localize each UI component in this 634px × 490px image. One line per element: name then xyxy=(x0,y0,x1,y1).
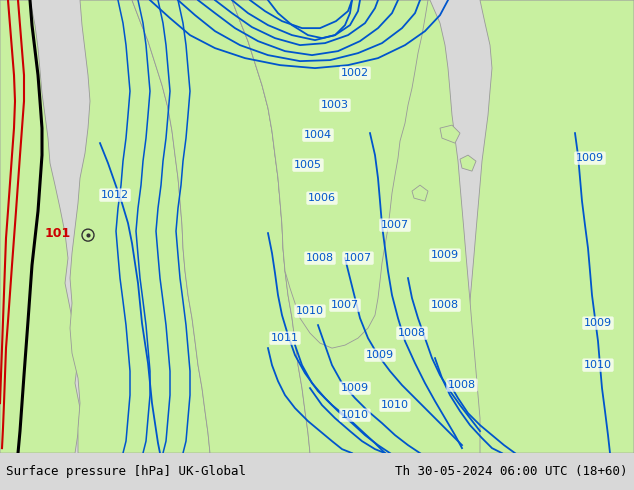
Text: 1009: 1009 xyxy=(366,350,394,360)
Text: 1010: 1010 xyxy=(584,360,612,370)
Polygon shape xyxy=(412,185,428,201)
Text: 1010: 1010 xyxy=(341,410,369,420)
Text: 1009: 1009 xyxy=(576,153,604,163)
Text: 1009: 1009 xyxy=(341,383,369,393)
Text: 1008: 1008 xyxy=(431,300,459,310)
Text: 1002: 1002 xyxy=(341,68,369,78)
Polygon shape xyxy=(232,0,480,453)
Polygon shape xyxy=(458,0,634,453)
Polygon shape xyxy=(0,0,80,453)
Text: 1005: 1005 xyxy=(294,160,322,170)
Text: 1009: 1009 xyxy=(431,250,459,260)
Text: 1008: 1008 xyxy=(448,380,476,390)
Text: Surface pressure [hPa] UK-Global: Surface pressure [hPa] UK-Global xyxy=(6,465,247,478)
Text: 1009: 1009 xyxy=(584,318,612,328)
Text: Th 30-05-2024 06:00 UTC (18+60): Th 30-05-2024 06:00 UTC (18+60) xyxy=(395,465,628,478)
Text: 1004: 1004 xyxy=(304,130,332,140)
Polygon shape xyxy=(132,0,310,453)
Text: 1007: 1007 xyxy=(381,220,409,230)
Text: 1007: 1007 xyxy=(344,253,372,263)
Text: 1010: 1010 xyxy=(381,400,409,410)
Text: 101: 101 xyxy=(45,226,71,240)
Polygon shape xyxy=(70,0,210,453)
Text: 1008: 1008 xyxy=(306,253,334,263)
Text: 1008: 1008 xyxy=(398,328,426,338)
Polygon shape xyxy=(440,125,460,143)
Polygon shape xyxy=(232,0,428,348)
Polygon shape xyxy=(460,155,476,171)
Text: 1007: 1007 xyxy=(331,300,359,310)
Text: 1011: 1011 xyxy=(271,333,299,343)
Text: 1006: 1006 xyxy=(308,193,336,203)
Text: 1003: 1003 xyxy=(321,100,349,110)
Text: 1012: 1012 xyxy=(101,190,129,200)
Text: 1010: 1010 xyxy=(296,306,324,316)
